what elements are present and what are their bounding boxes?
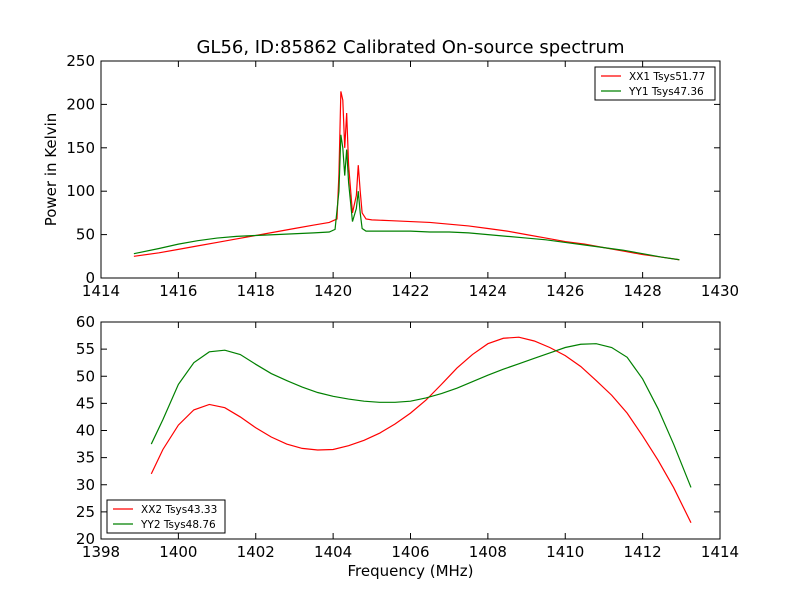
legend-label: YY1 Tsys47.36: [628, 86, 704, 98]
y-tick-label: 0: [85, 269, 95, 287]
x-tick-label: 1414: [701, 543, 739, 561]
y-tick-label: 150: [66, 139, 95, 157]
y-tick-label: 50: [76, 226, 95, 244]
y-tick-label: 20: [76, 530, 95, 548]
x-tick-label: 1416: [159, 282, 197, 300]
x-tick-label: 1408: [469, 543, 507, 561]
y-tick-label: 30: [76, 476, 95, 494]
legend-box: [594, 66, 716, 101]
x-tick-label: 1430: [701, 282, 739, 300]
y-tick-label: 35: [76, 449, 95, 467]
x-tick-label: 1402: [237, 543, 275, 561]
legend-label: YY2 Tsys48.76: [140, 519, 216, 531]
x-tick-label: 1410: [546, 543, 584, 561]
y-tick-label: 60: [76, 313, 95, 331]
y-tick-label: 100: [66, 182, 95, 200]
plots-layer: GL56, ID:85862 Calibrated On-source spec…: [42, 37, 739, 580]
series-line-yy1: [133, 134, 680, 261]
x-tick-label: 1398: [82, 543, 120, 561]
legend-label: XX1 Tsys51.77: [629, 71, 705, 83]
y-tick-label: 40: [76, 422, 95, 440]
legend: XX1 Tsys51.77 YY1 Tsys47.36: [594, 66, 716, 101]
series-line-xx2: [150, 336, 692, 523]
y-tick-label: 45: [76, 394, 95, 412]
legend-label: XX2 Tsys43.33: [141, 504, 217, 516]
y-axis-label: Power in Kelvin: [42, 113, 60, 227]
chart-title: GL56, ID:85862 Calibrated On-source spec…: [196, 37, 624, 58]
x-tick-label: 1424: [469, 282, 507, 300]
series-line-xx1: [133, 91, 680, 261]
chart-panel-2: 1398 1400 1402 1404 1406 1408 1410 1412 1414 20 25…: [76, 313, 739, 580]
x-tick-label: 1406: [391, 543, 429, 561]
x-tick-label: 1422: [391, 282, 429, 300]
series-line-yy2: [150, 343, 692, 488]
x-tick-label: 1404: [314, 543, 352, 561]
y-tick-label: 50: [76, 367, 95, 385]
legend: XX2 Tsys43.33 YY2 Tsys48.76: [106, 499, 226, 534]
y-tick-label: 250: [66, 52, 95, 70]
y-tick-label: 25: [76, 503, 95, 521]
x-tick-label: 1414: [82, 282, 120, 300]
y-tick-label: 200: [66, 95, 95, 113]
x-tick-label: 1428: [624, 282, 662, 300]
x-tick-label: 1418: [237, 282, 275, 300]
x-tick-label: 1400: [159, 543, 197, 561]
chart-panel-1: GL56, ID:85862 Calibrated On-source spec…: [42, 37, 739, 300]
x-tick-label: 1420: [314, 282, 352, 300]
x-tick-label: 1412: [624, 543, 662, 561]
y-tick-label: 55: [76, 340, 95, 358]
legend-box: [106, 499, 226, 534]
x-axis-label: Frequency (MHz): [347, 562, 473, 580]
x-tick-label: 1426: [546, 282, 584, 300]
